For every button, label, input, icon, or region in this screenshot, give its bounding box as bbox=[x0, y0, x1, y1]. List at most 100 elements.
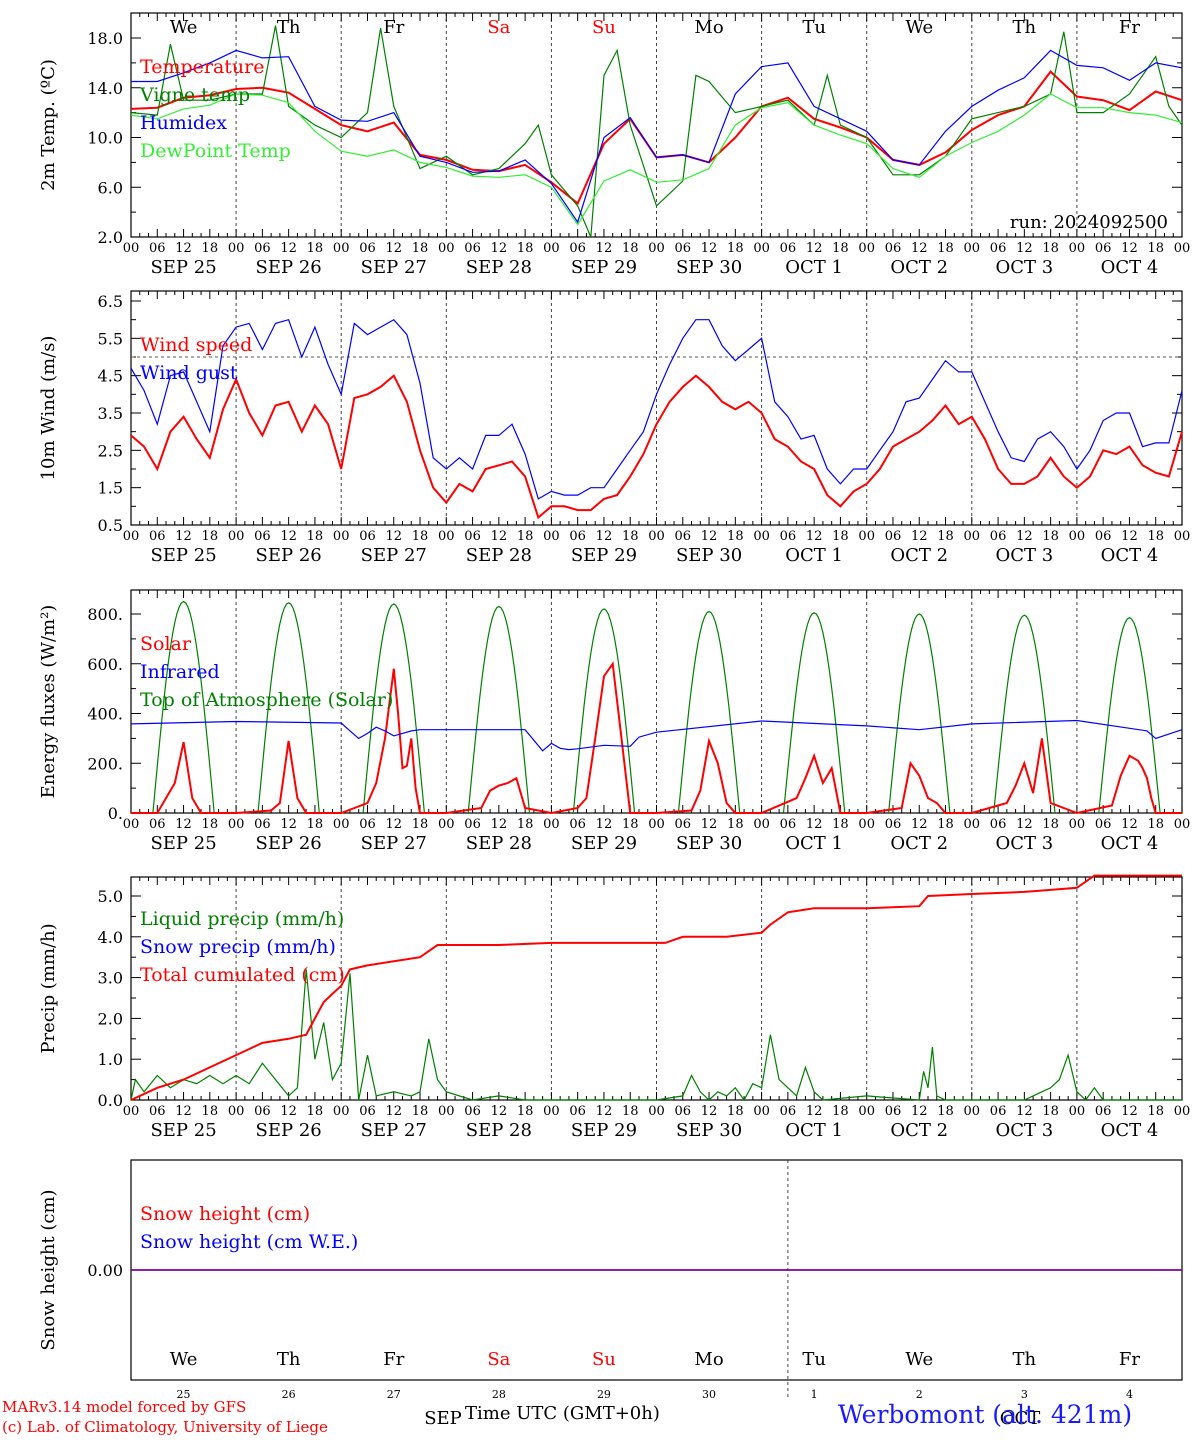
date-label: SEP 30 bbox=[676, 257, 742, 278]
hour-tick-label: 18 bbox=[1042, 241, 1059, 256]
hour-tick-label: 12 bbox=[280, 817, 297, 832]
day-number-label: 28 bbox=[492, 1388, 506, 1401]
date-label: OCT 2 bbox=[890, 257, 948, 278]
series-toa-day-6 bbox=[677, 610, 741, 814]
hour-tick-label: 18 bbox=[832, 817, 849, 832]
hour-tick-label: 06 bbox=[885, 817, 902, 832]
hour-tick-label: 06 bbox=[569, 1104, 586, 1119]
hour-tick-label: 06 bbox=[149, 1104, 166, 1119]
hour-tick-label: 12 bbox=[911, 241, 928, 256]
hour-tick-label: 18 bbox=[307, 1104, 324, 1119]
hour-tick-label: 06 bbox=[149, 529, 166, 544]
hour-tick-label: 00 bbox=[1174, 241, 1191, 256]
hour-tick-label: 06 bbox=[359, 241, 376, 256]
hour-tick-label: 18 bbox=[1042, 529, 1059, 544]
series-toa-day-8 bbox=[888, 613, 951, 814]
hour-tick-label: 18 bbox=[517, 817, 534, 832]
date-label: SEP 25 bbox=[150, 833, 216, 854]
hour-tick-label: 00 bbox=[964, 1104, 981, 1119]
hour-tick-label: 06 bbox=[675, 529, 692, 544]
series-line-dewpoint-temp bbox=[130, 93, 1183, 226]
y-tick-label: 18.0 bbox=[87, 29, 123, 48]
hour-tick-label: 12 bbox=[911, 529, 928, 544]
hour-tick-label: 12 bbox=[911, 1104, 928, 1119]
series-line-wind-gust bbox=[130, 318, 1183, 500]
hour-tick-label: 06 bbox=[254, 1104, 271, 1119]
hour-tick-label: 18 bbox=[937, 817, 954, 832]
hour-tick-label: 12 bbox=[701, 817, 718, 832]
date-label: SEP 30 bbox=[676, 833, 742, 854]
weekday-label-bottom: Th bbox=[277, 1349, 301, 1370]
hour-tick-label: 06 bbox=[1095, 1104, 1112, 1119]
date-label: SEP 29 bbox=[571, 1120, 637, 1141]
hour-tick-label: 18 bbox=[937, 529, 954, 544]
hour-tick-label: 18 bbox=[622, 1104, 639, 1119]
hour-tick-label: 18 bbox=[202, 241, 219, 256]
hour-tick-label: 12 bbox=[806, 1104, 823, 1119]
hour-tick-label: 06 bbox=[464, 529, 481, 544]
hour-tick-label: 12 bbox=[280, 241, 297, 256]
legend-total-cumulated-cm-: Total cumulated (cm) bbox=[140, 964, 345, 986]
hour-tick-label: 18 bbox=[622, 529, 639, 544]
hour-tick-label: 00 bbox=[1174, 817, 1191, 832]
hour-tick-label: 18 bbox=[937, 241, 954, 256]
date-label: OCT 3 bbox=[995, 1120, 1053, 1141]
panel-frame-temperature bbox=[130, 12, 1183, 238]
hour-tick-label: 18 bbox=[832, 529, 849, 544]
hour-tick-label: 12 bbox=[1121, 817, 1138, 832]
hour-tick-label: 06 bbox=[885, 241, 902, 256]
series-line-liquid-precip-mm-h- bbox=[130, 969, 1182, 1102]
hour-tick-label: 12 bbox=[596, 1104, 613, 1119]
date-label: SEP 29 bbox=[571, 833, 637, 854]
hour-tick-label: 12 bbox=[701, 529, 718, 544]
hour-tick-label: 06 bbox=[1095, 529, 1112, 544]
hour-tick-label: 12 bbox=[1121, 1104, 1138, 1119]
hour-tick-label: 00 bbox=[1069, 529, 1086, 544]
date-label: OCT 2 bbox=[890, 833, 948, 854]
series-toa-day-10 bbox=[1098, 616, 1161, 814]
hour-tick-label: 00 bbox=[123, 241, 140, 256]
hour-tick-label: 12 bbox=[175, 241, 192, 256]
hour-tick-label: 00 bbox=[964, 241, 981, 256]
legend-wind-gust: Wind gust bbox=[140, 362, 238, 384]
hour-tick-label: 00 bbox=[543, 529, 560, 544]
date-label: SEP 27 bbox=[361, 833, 427, 854]
y-tick-label: 200. bbox=[87, 754, 123, 773]
hour-tick-label: 06 bbox=[1095, 241, 1112, 256]
hour-tick-label: 00 bbox=[648, 241, 665, 256]
legend-solar: Solar bbox=[140, 633, 192, 655]
date-label: OCT 1 bbox=[785, 1120, 843, 1141]
hour-tick-label: 00 bbox=[438, 1104, 455, 1119]
hour-tick-label: 12 bbox=[1016, 529, 1033, 544]
hour-tick-label: 00 bbox=[228, 1104, 245, 1119]
hour-tick-label: 12 bbox=[491, 241, 508, 256]
y-tick-label: 14.0 bbox=[87, 79, 123, 98]
hour-tick-label: 00 bbox=[123, 529, 140, 544]
hour-tick-label: 00 bbox=[228, 529, 245, 544]
hour-tick-label: 06 bbox=[675, 1104, 692, 1119]
y-tick-label: 0. bbox=[108, 804, 123, 823]
hour-tick-label: 12 bbox=[491, 1104, 508, 1119]
date-label: SEP 28 bbox=[466, 545, 532, 566]
y-tick-label: 5.0 bbox=[98, 887, 123, 906]
hour-tick-label: 06 bbox=[464, 1104, 481, 1119]
hour-tick-label: 12 bbox=[175, 529, 192, 544]
hour-tick-label: 18 bbox=[412, 241, 429, 256]
hour-tick-label: 18 bbox=[307, 529, 324, 544]
hour-tick-label: 18 bbox=[412, 529, 429, 544]
hour-tick-label: 12 bbox=[1121, 241, 1138, 256]
weekday-label-top: Fr bbox=[1119, 17, 1140, 38]
hour-tick-label: 06 bbox=[780, 241, 797, 256]
weekday-label-bottom: We bbox=[905, 1349, 933, 1370]
legend-dewpoint-temp: DewPoint Temp bbox=[140, 140, 291, 162]
date-label: OCT 4 bbox=[1101, 257, 1159, 278]
legend-vigne-temp: Vigne temp bbox=[139, 84, 250, 106]
legend-humidex: Humidex bbox=[140, 112, 227, 134]
legend-snow-height-cm-w-e-: Snow height (cm W.E.) bbox=[140, 1231, 358, 1253]
legend-temperature: Temperature bbox=[140, 56, 264, 78]
y-tick-label: 4.0 bbox=[98, 928, 123, 947]
hour-tick-label: 06 bbox=[359, 529, 376, 544]
date-label: SEP 26 bbox=[256, 1120, 322, 1141]
hour-tick-label: 18 bbox=[1147, 529, 1164, 544]
day-number-label: 27 bbox=[387, 1388, 401, 1401]
